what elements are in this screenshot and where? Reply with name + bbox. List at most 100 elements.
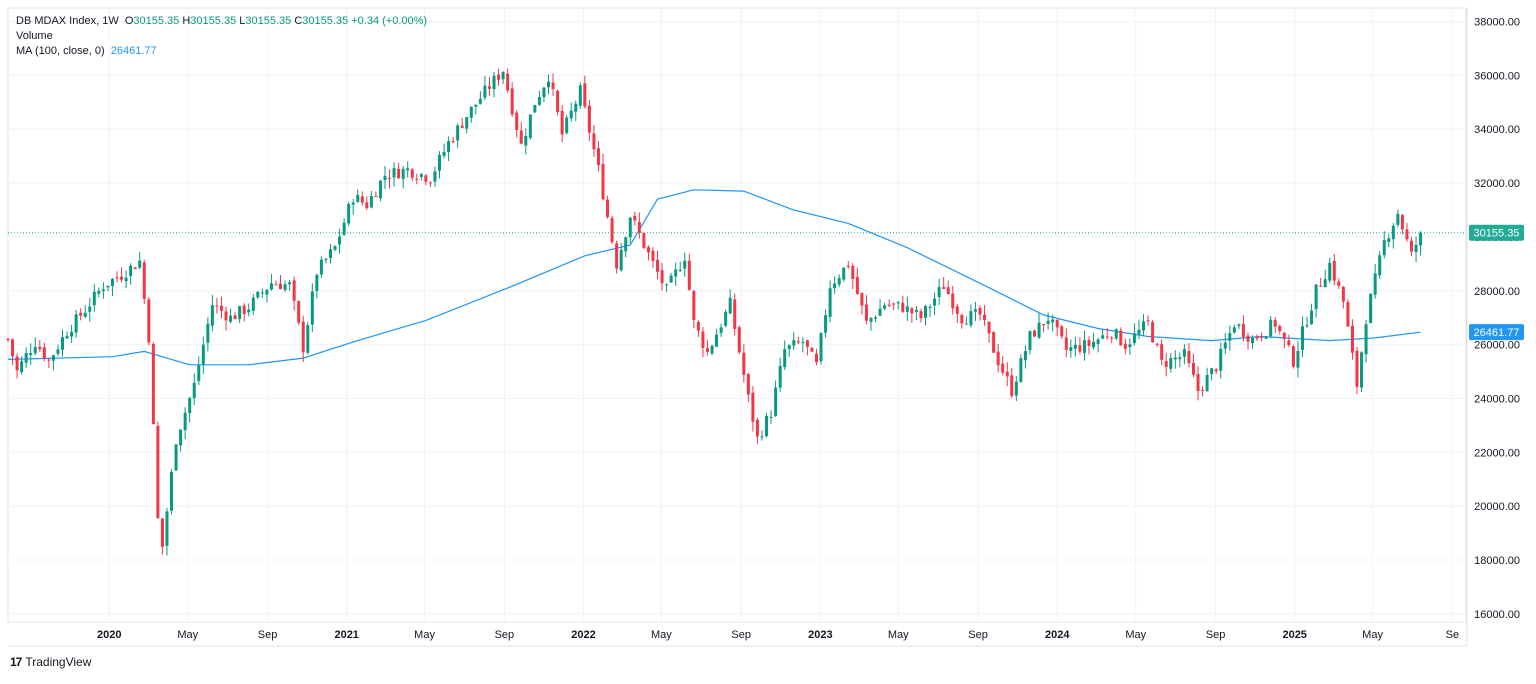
candle-body <box>206 323 210 343</box>
candle-body <box>1205 374 1209 392</box>
candle-body <box>1155 343 1159 345</box>
candle-body <box>851 265 855 279</box>
tradingview-footer[interactable]: 17 TradingView <box>10 655 91 669</box>
candle-body <box>910 308 914 314</box>
candle-body <box>874 317 878 319</box>
candle-body <box>129 265 133 277</box>
candle-body <box>142 262 146 299</box>
candle-body <box>787 345 791 349</box>
candle-body <box>960 314 964 324</box>
candle-body <box>179 429 183 446</box>
candle-body <box>996 351 1000 366</box>
candle-body <box>1396 213 1400 225</box>
candle-body <box>533 105 537 113</box>
candle-body <box>796 341 800 343</box>
candle-body <box>92 291 96 306</box>
candle-body <box>1033 330 1037 337</box>
x-tick-label: 2023 <box>808 629 832 641</box>
candle-body <box>951 293 955 309</box>
candle-body <box>1005 371 1009 377</box>
candle-body <box>1105 336 1109 338</box>
candle-body <box>733 299 737 329</box>
candle-body <box>229 315 233 322</box>
candle-body <box>183 412 187 431</box>
candle-body <box>765 416 769 437</box>
candle-body <box>824 315 828 333</box>
candle-body <box>174 444 178 471</box>
candle-body <box>592 133 596 150</box>
candle-body <box>1241 324 1245 337</box>
candle-body <box>224 311 228 321</box>
candle-body <box>637 221 641 233</box>
candle-body <box>1187 351 1191 364</box>
candle-body <box>24 353 28 363</box>
candle-body <box>819 333 823 362</box>
candle-body <box>483 85 487 98</box>
legend-ma-row[interactable]: MA (100, close, 0) 26461.77 <box>16 44 427 59</box>
candle-body <box>288 282 292 285</box>
candle-body <box>1010 375 1014 396</box>
candle-body <box>374 196 378 198</box>
candle-body <box>705 347 709 352</box>
candle-body <box>1046 320 1050 324</box>
candle-body <box>692 291 696 320</box>
candle-body <box>1064 337 1068 350</box>
candle-body <box>1310 310 1314 325</box>
legend-change: +0.34 (+0.00%) <box>351 15 428 27</box>
candle-body <box>1251 337 1255 344</box>
candle-body <box>465 117 469 129</box>
candle-body <box>1391 225 1395 240</box>
y-tick-label: 20000.00 <box>1474 501 1520 513</box>
candle-body <box>783 349 787 368</box>
candle-body <box>42 347 46 359</box>
candle-body <box>1305 325 1309 327</box>
candle-body <box>138 260 142 268</box>
candle-body <box>29 353 33 355</box>
candle-body <box>1128 344 1132 348</box>
y-tick-label: 16000.00 <box>1474 609 1520 621</box>
candle-body <box>942 287 946 289</box>
candle-body <box>701 331 705 348</box>
candle-body <box>61 337 65 350</box>
candle-body <box>883 305 887 309</box>
candle-body <box>260 292 264 294</box>
candle-body <box>656 259 660 272</box>
candle-body <box>669 275 673 283</box>
candle-body <box>347 204 351 224</box>
candle-body <box>265 289 269 295</box>
candle-body <box>1096 339 1100 344</box>
candle-body <box>901 302 905 312</box>
legend-ma-label[interactable]: MA (100, close, 0) <box>16 45 105 57</box>
candle-body <box>1246 335 1250 342</box>
candle-body <box>47 359 51 361</box>
candle-body <box>1228 333 1232 341</box>
candle-body <box>15 356 19 371</box>
candle-body <box>147 299 151 343</box>
candle-body <box>992 332 996 353</box>
candle-body <box>805 340 809 347</box>
candle-body <box>292 280 296 301</box>
legend-symbol[interactable]: DB MDAX Index, 1W <box>16 15 119 27</box>
legend-volume[interactable]: Volume <box>16 30 53 42</box>
x-tick-label: 2021 <box>334 629 358 641</box>
candle-body <box>1337 281 1341 286</box>
candle-body <box>1101 335 1105 339</box>
candle-body <box>1255 336 1259 339</box>
candle-body <box>1137 329 1141 335</box>
legend-volume-row[interactable]: Volume <box>16 29 427 44</box>
y-tick-label: 26000.00 <box>1474 340 1520 352</box>
candle-body <box>1223 342 1227 349</box>
candle-body <box>519 130 523 144</box>
candle-body <box>447 141 451 153</box>
candle-body <box>1014 381 1018 396</box>
candle-body <box>442 151 446 156</box>
candle-body <box>928 306 932 309</box>
candle-body <box>983 314 987 320</box>
candle-body <box>297 301 301 323</box>
y-tick-label: 22000.00 <box>1474 447 1520 459</box>
candle-body <box>1332 260 1336 281</box>
candle-body <box>1414 244 1418 253</box>
candle-body <box>1173 357 1177 360</box>
